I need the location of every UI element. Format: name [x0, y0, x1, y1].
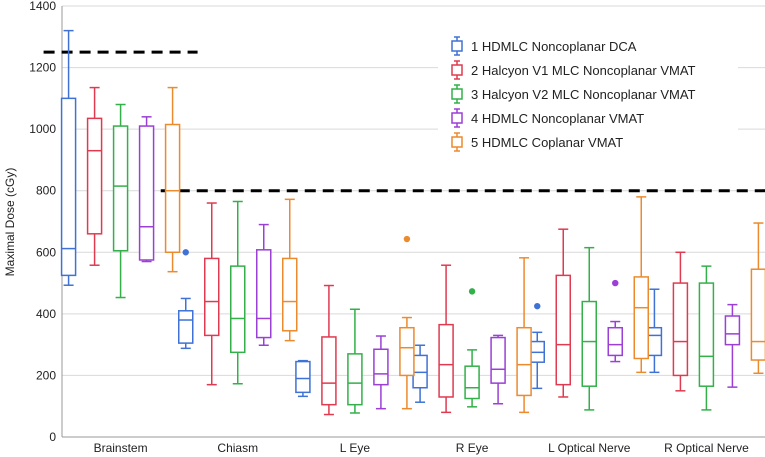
y-tick-label: 1400: [29, 0, 56, 13]
box-3: [581, 246, 597, 411]
box-iqr: [750, 268, 765, 361]
legend-label: 1 HDMLC Noncoplanar DCA: [471, 39, 637, 54]
box-3: [464, 288, 480, 408]
y-tick-label: 400: [36, 307, 56, 321]
x-tick-label: R Eye: [456, 441, 489, 455]
box-5: [516, 257, 532, 414]
legend-swatch: [451, 136, 463, 148]
box-4: [607, 279, 623, 363]
box-iqr: [178, 310, 194, 344]
y-axis-label: Maximal Dose (cGy): [3, 168, 17, 277]
y-tick-label: 0: [49, 430, 56, 444]
box-iqr: [138, 125, 155, 261]
legend-swatch: [451, 112, 463, 124]
box-3: [698, 265, 715, 411]
box-4: [490, 334, 506, 405]
y-tick-labels: 0 200 400 600 800 1000 1200 1400: [29, 0, 56, 444]
box-2: [204, 202, 220, 386]
box-1: [60, 29, 77, 286]
box-4: [373, 335, 389, 410]
box-3: [230, 200, 246, 385]
box-iqr: [672, 282, 689, 377]
x-tick-label: Chiasm: [217, 441, 258, 455]
box-iqr: [412, 354, 428, 389]
y-tick-label: 800: [36, 184, 56, 198]
y-tick-label: 600: [36, 245, 56, 259]
box-3: [112, 103, 129, 299]
box-iqr: [282, 257, 298, 332]
box-4: [138, 116, 155, 263]
box-5: [633, 196, 649, 374]
box-iqr: [295, 360, 311, 394]
legend-label: 5 HDMLC Coplanar VMAT: [471, 135, 623, 150]
box-1: [295, 359, 311, 398]
legend-swatch: [451, 88, 463, 100]
legend-label: 3 Halcyon V2 MLC Noncoplanar VMAT: [471, 87, 696, 102]
x-tick-labels: Brainstem Chiasm L Eye R Eye L Optical Nerve…: [94, 441, 750, 455]
legend-label: 2 Halcyon V1 MLC Noncoplanar VMAT: [471, 63, 696, 78]
legend-label: 4 HDMLC Noncoplanar VMAT: [471, 111, 644, 126]
box-iqr: [724, 315, 741, 346]
box-iqr: [516, 326, 532, 397]
box-iqr: [581, 300, 597, 387]
box-1: [178, 249, 194, 350]
box-iqr: [321, 336, 337, 406]
box-iqr: [230, 265, 246, 354]
box-iqr: [555, 274, 571, 386]
outlier-point: [534, 302, 541, 310]
outlier-point: [182, 249, 189, 256]
box-1: [412, 344, 428, 403]
box-iqr: [164, 123, 181, 254]
box-series: [60, 29, 765, 416]
box-1: [529, 302, 545, 390]
x-tick-label: Brainstem: [94, 441, 148, 455]
box-5: [282, 198, 298, 342]
box-2: [438, 264, 454, 414]
box-iqr: [633, 276, 649, 360]
box-iqr: [399, 326, 415, 377]
box-iqr: [204, 257, 220, 337]
box-iqr: [490, 336, 506, 384]
box-4: [256, 223, 272, 347]
outlier-point: [403, 235, 411, 243]
box-5: [164, 86, 181, 273]
legend-background: [438, 30, 738, 156]
box-5: [750, 222, 765, 375]
box-2: [672, 251, 689, 392]
box-iqr: [256, 249, 272, 339]
outlier-point: [468, 288, 476, 295]
legend-swatch: [451, 64, 463, 76]
y-tick-label: 200: [36, 368, 56, 382]
box-iqr: [112, 125, 129, 252]
x-tick-label: L Eye: [340, 441, 371, 455]
box-2: [555, 228, 571, 398]
box-iqr: [646, 326, 663, 357]
box-iqr: [60, 97, 77, 277]
y-tick-label: 1000: [29, 122, 56, 136]
box-iqr: [86, 117, 103, 235]
box-iqr: [607, 326, 623, 357]
box-1: [646, 288, 663, 374]
box-5: [399, 235, 415, 410]
y-tick-label: 1200: [29, 61, 56, 75]
legend-swatch: [451, 40, 463, 52]
box-iqr: [464, 365, 480, 400]
box-4: [724, 303, 741, 388]
box-iqr: [373, 348, 389, 386]
box-iqr: [347, 353, 363, 406]
box-2: [321, 284, 337, 416]
outlier-point: [612, 279, 619, 287]
box-iqr: [438, 323, 454, 398]
box-iqr: [698, 282, 715, 387]
box-3: [347, 308, 363, 414]
x-tick-label: L Optical Nerve: [548, 441, 631, 455]
x-tick-label: R Optical Nerve: [664, 441, 749, 455]
legend: 1 HDMLC Noncoplanar DCA 2 Halcyon V1 MLC …: [438, 30, 738, 156]
box-2: [86, 86, 103, 266]
